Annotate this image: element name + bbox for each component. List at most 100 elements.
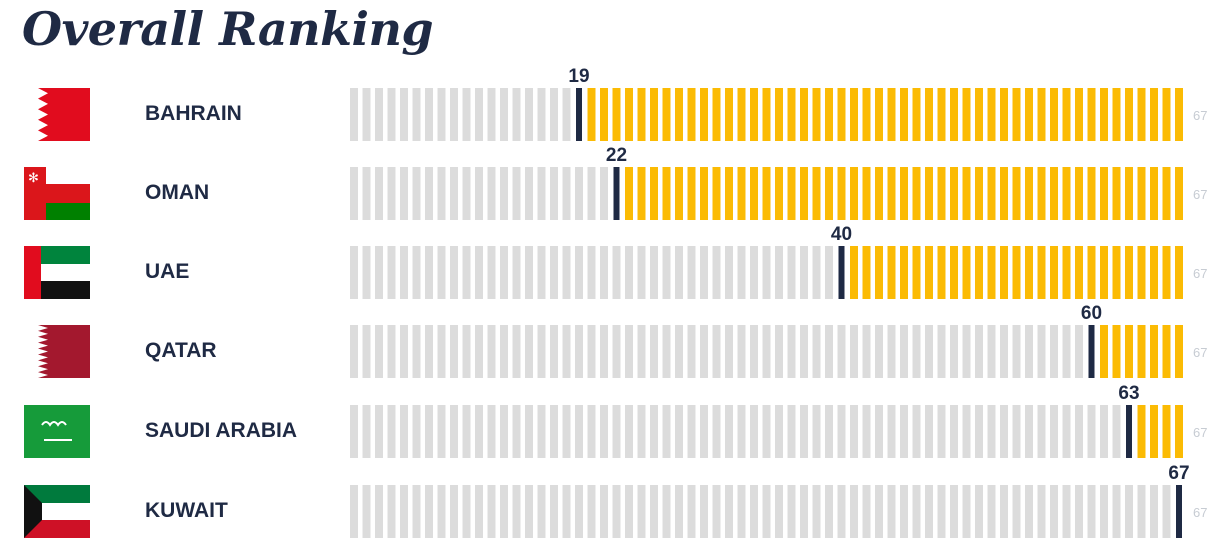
filled-bar bbox=[1075, 246, 1083, 299]
saudi-arabia-flag bbox=[24, 405, 90, 458]
empty-bar bbox=[525, 88, 533, 141]
empty-bar bbox=[525, 246, 533, 299]
uae-flag bbox=[24, 246, 90, 299]
filled-bar bbox=[850, 88, 858, 141]
empty-bar bbox=[562, 485, 571, 538]
empty-bar bbox=[387, 167, 396, 220]
empty-bar bbox=[825, 246, 833, 299]
max-rank-label: 67 bbox=[1193, 425, 1208, 440]
empty-bar bbox=[662, 405, 671, 458]
empty-bar bbox=[1050, 485, 1058, 538]
empty-bar bbox=[375, 405, 383, 458]
empty-bar bbox=[1100, 485, 1108, 538]
filled-bar bbox=[637, 88, 646, 141]
empty-bar bbox=[725, 485, 733, 538]
empty-bar bbox=[600, 485, 608, 538]
filled-bar bbox=[987, 246, 996, 299]
empty-bar bbox=[400, 485, 408, 538]
empty-bar bbox=[625, 325, 633, 378]
ranking-row: ✻ OMAN 22 67 bbox=[0, 145, 1220, 225]
filled-bar bbox=[1150, 405, 1158, 458]
empty-bar bbox=[375, 246, 383, 299]
empty-bar bbox=[812, 325, 821, 378]
ranking-row: BAHRAIN 19 67 bbox=[0, 66, 1220, 146]
filled-bar bbox=[675, 88, 683, 141]
filled-bar bbox=[762, 88, 771, 141]
filled-bar bbox=[1087, 88, 1096, 141]
filled-bar bbox=[1137, 246, 1146, 299]
empty-bar bbox=[575, 246, 583, 299]
country-label: SAUDI ARABIA bbox=[145, 419, 298, 442]
rank-bar-strip bbox=[350, 325, 1183, 378]
empty-bar bbox=[462, 485, 471, 538]
empty-bar bbox=[387, 405, 396, 458]
filled-bar bbox=[700, 88, 708, 141]
empty-bar bbox=[675, 485, 683, 538]
empty-bar bbox=[412, 325, 421, 378]
empty-bar bbox=[412, 485, 421, 538]
empty-bar bbox=[362, 246, 371, 299]
empty-bar bbox=[362, 88, 371, 141]
filled-bar bbox=[1100, 88, 1108, 141]
filled-bar bbox=[1062, 246, 1071, 299]
empty-bar bbox=[350, 405, 358, 458]
bahrain-flag bbox=[24, 88, 90, 141]
empty-bar bbox=[850, 405, 858, 458]
empty-bar bbox=[1125, 485, 1133, 538]
empty-bar bbox=[712, 485, 721, 538]
filled-bar bbox=[750, 167, 758, 220]
empty-bar bbox=[512, 88, 521, 141]
empty-bar bbox=[850, 485, 858, 538]
empty-bar bbox=[912, 325, 921, 378]
empty-bar bbox=[562, 325, 571, 378]
empty-bar bbox=[450, 485, 458, 538]
empty-bar bbox=[612, 325, 621, 378]
empty-bar bbox=[725, 246, 733, 299]
country-label: QATAR bbox=[145, 339, 217, 362]
empty-bar bbox=[462, 325, 471, 378]
empty-bar bbox=[362, 167, 371, 220]
empty-bar bbox=[675, 246, 683, 299]
filled-bar bbox=[662, 88, 671, 141]
empty-bar bbox=[362, 485, 371, 538]
empty-bar bbox=[400, 405, 408, 458]
empty-bar bbox=[362, 405, 371, 458]
rank-bar-strip bbox=[350, 88, 1183, 141]
empty-bar bbox=[800, 405, 808, 458]
filled-bar bbox=[1012, 88, 1021, 141]
empty-bar bbox=[612, 405, 621, 458]
filled-bar bbox=[1137, 167, 1146, 220]
empty-bar bbox=[375, 167, 383, 220]
empty-bar bbox=[550, 246, 558, 299]
filled-bar bbox=[837, 88, 846, 141]
filled-bar bbox=[862, 167, 871, 220]
rank-marker bbox=[1126, 405, 1132, 458]
empty-bar bbox=[937, 325, 946, 378]
filled-bar bbox=[1137, 88, 1146, 141]
empty-bar bbox=[925, 325, 933, 378]
empty-bar bbox=[737, 485, 746, 538]
filled-bar bbox=[587, 88, 596, 141]
empty-bar bbox=[800, 246, 808, 299]
filled-bar bbox=[1012, 246, 1021, 299]
empty-bar bbox=[887, 405, 896, 458]
empty-bar bbox=[512, 167, 521, 220]
svg-text:✻: ✻ bbox=[28, 171, 39, 186]
empty-bar bbox=[1000, 405, 1008, 458]
filled-bar bbox=[850, 246, 858, 299]
empty-bar bbox=[1000, 485, 1008, 538]
empty-bar bbox=[512, 246, 521, 299]
empty-bar bbox=[950, 405, 958, 458]
rank-marker bbox=[1176, 485, 1182, 538]
empty-bar bbox=[950, 325, 958, 378]
empty-bar bbox=[500, 485, 508, 538]
empty-bar bbox=[375, 88, 383, 141]
filled-bar bbox=[950, 88, 958, 141]
filled-bar bbox=[1162, 246, 1171, 299]
empty-bar bbox=[425, 405, 433, 458]
filled-bar bbox=[737, 88, 746, 141]
empty-bar bbox=[937, 405, 946, 458]
filled-bar bbox=[1162, 325, 1171, 378]
rank-value-label: 40 bbox=[830, 224, 853, 245]
empty-bar bbox=[500, 246, 508, 299]
